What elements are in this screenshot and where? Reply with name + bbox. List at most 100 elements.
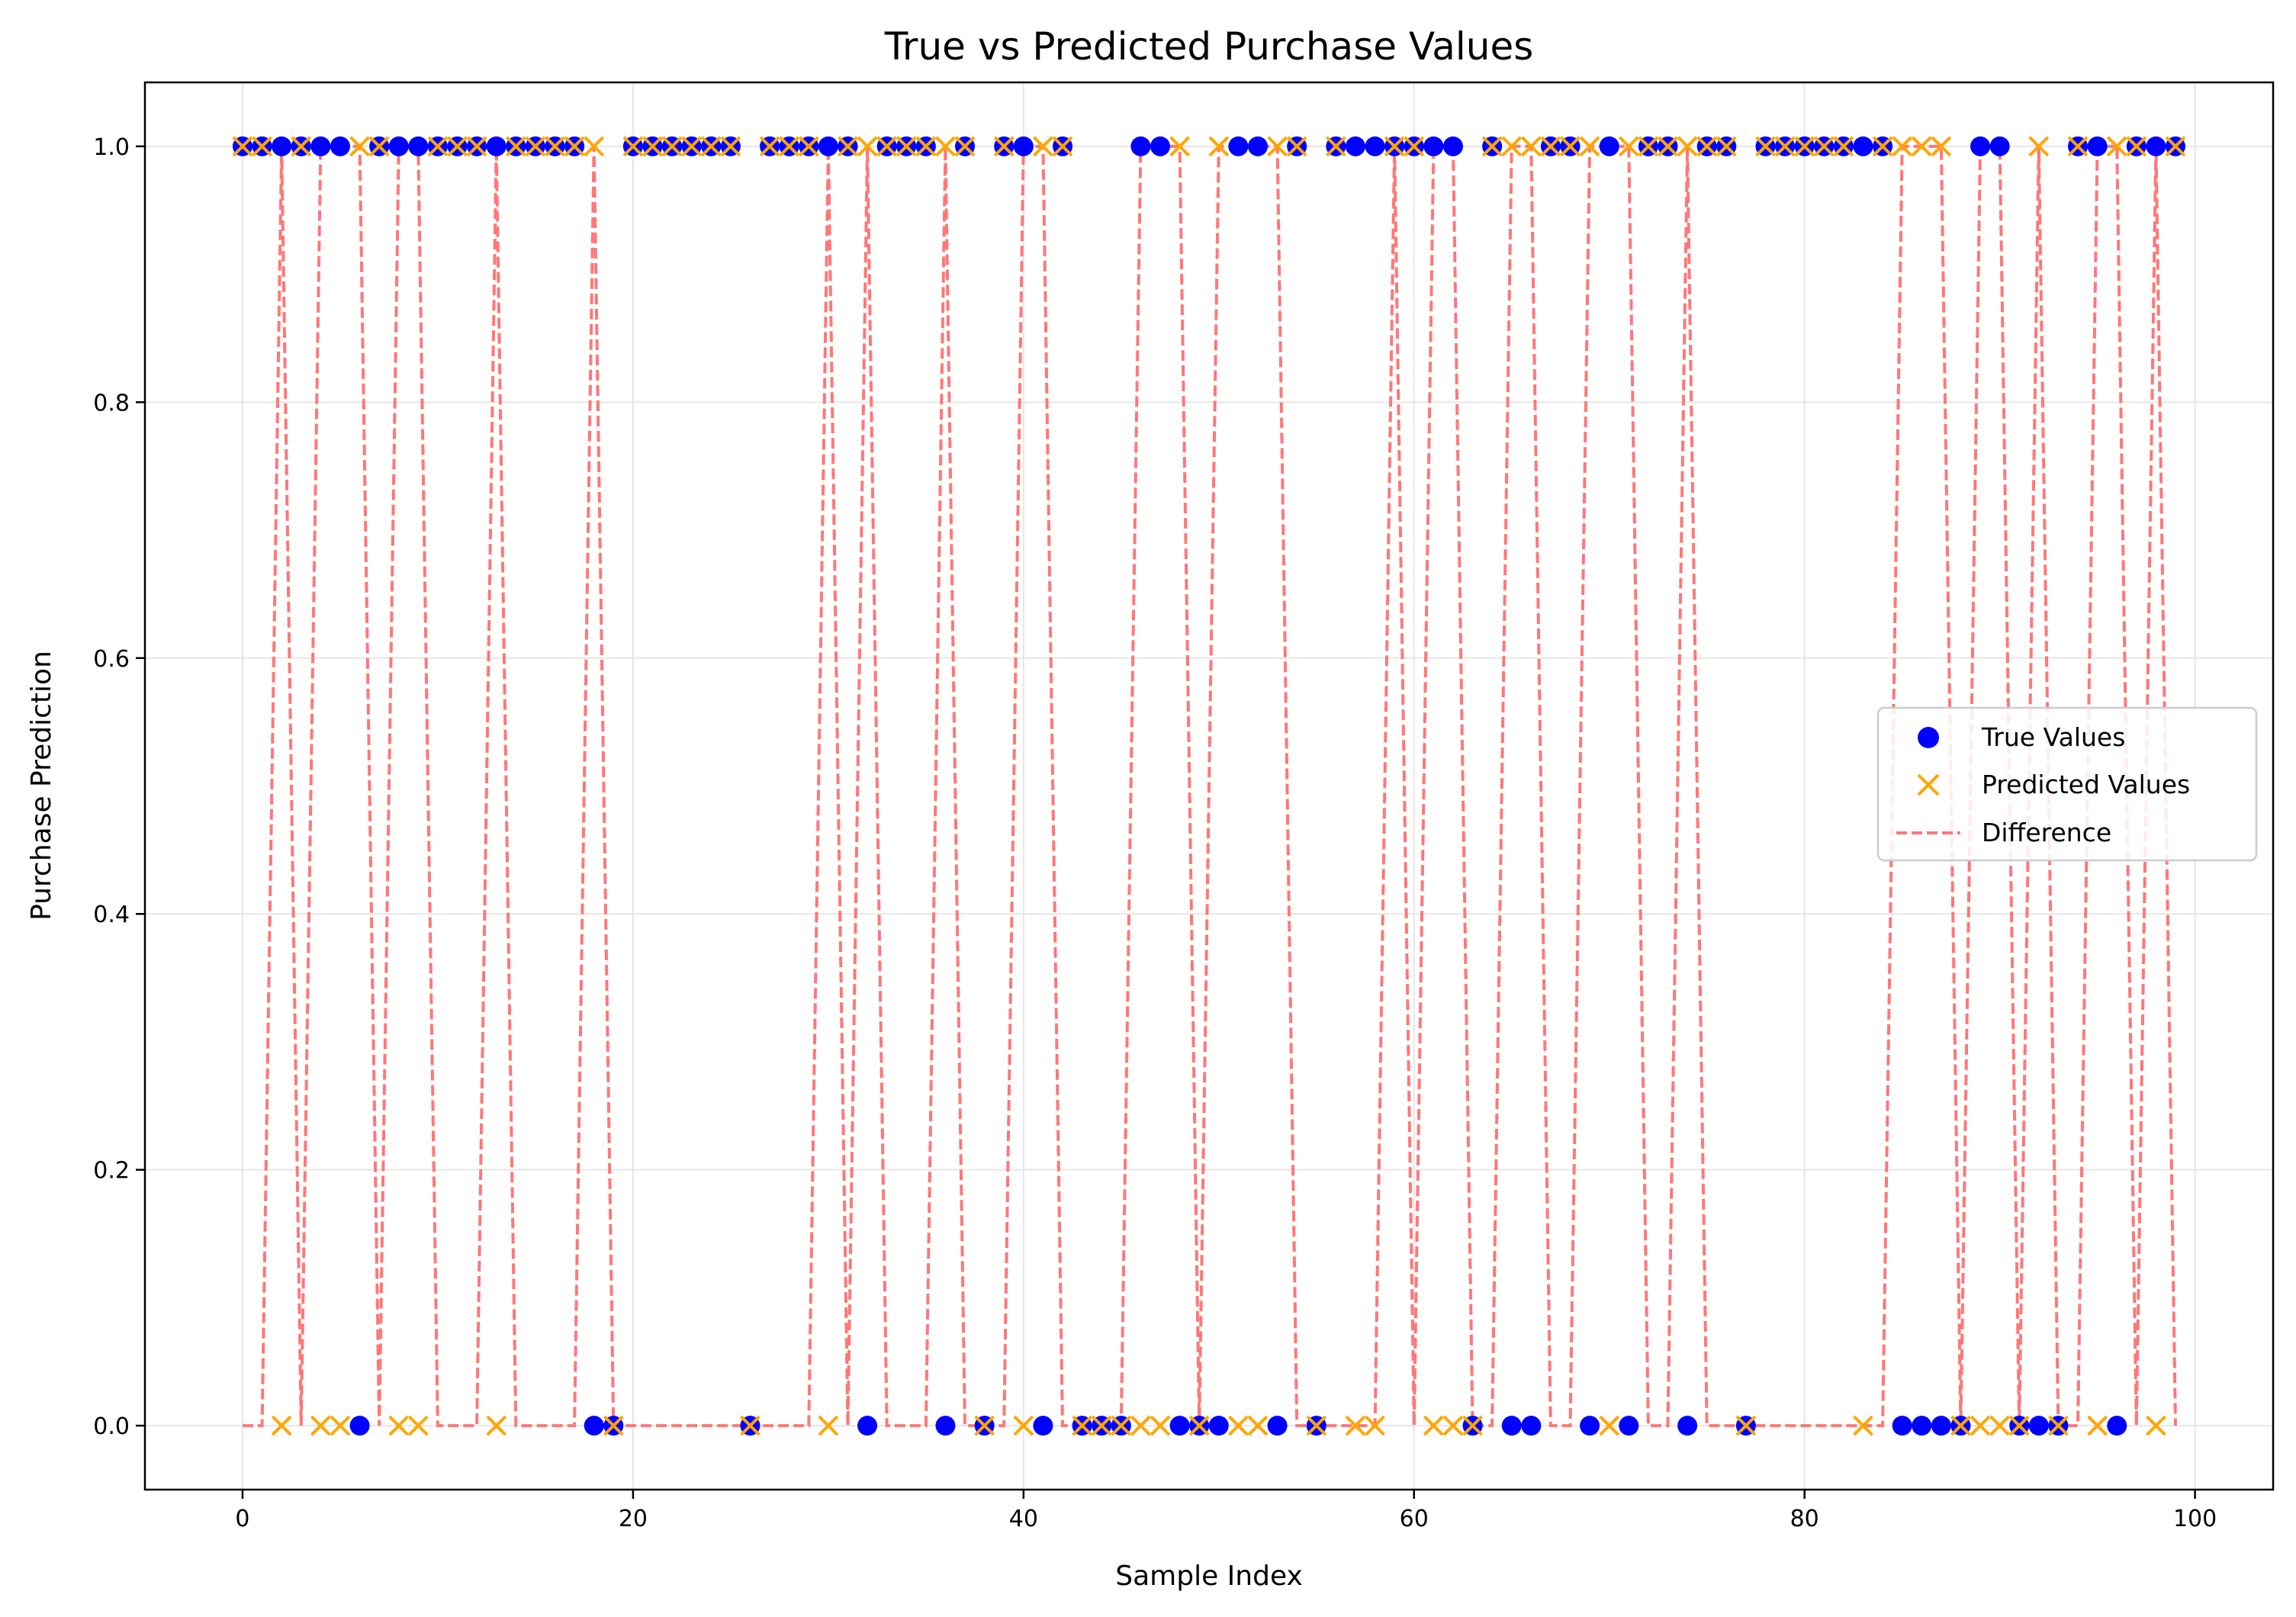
- predicted-value-point: [2028, 136, 2050, 157]
- true-value-point: [486, 136, 506, 156]
- y-tick-label: 1.0: [93, 134, 130, 161]
- predicted-value-point: [1462, 1415, 1483, 1436]
- predicted-value-point: [1481, 136, 1503, 157]
- predicted-value-point: [1716, 136, 1737, 157]
- x-tick-label: 40: [1009, 1506, 1038, 1532]
- true-value-point: [1033, 1416, 1053, 1436]
- predicted-value-point: [896, 136, 917, 157]
- predicted-value-point: [1989, 1415, 2011, 1436]
- predicted-value-point: [1345, 1415, 1366, 1436]
- predicted-value-point: [740, 1415, 761, 1436]
- predicted-value-point: [1052, 136, 1073, 157]
- predicted-value-point: [330, 1415, 351, 1436]
- true-value-point: [1365, 136, 1385, 156]
- predicted-value-point: [1150, 1415, 1171, 1436]
- predicted-value-point: [1540, 136, 1561, 157]
- predicted-value-point: [525, 136, 546, 157]
- true-value-point: [584, 1416, 604, 1436]
- true-value-point: [818, 136, 838, 156]
- predicted-value-point: [1013, 1415, 1034, 1436]
- predicted-value-point: [1306, 1415, 1327, 1436]
- predicted-values-series: [232, 136, 2186, 1436]
- true-value-point: [1521, 1416, 1542, 1436]
- y-tick-label: 0.2: [93, 1158, 130, 1185]
- predicted-value-point: [1872, 136, 1893, 157]
- predicted-value-point: [2165, 136, 2186, 157]
- predicted-value-point: [876, 136, 898, 157]
- predicted-value-point: [1325, 136, 1346, 157]
- predicted-value-point: [2067, 136, 2089, 157]
- predicted-value-point: [252, 136, 272, 157]
- predicted-value-point: [798, 136, 819, 157]
- predicted-value-point: [1423, 1415, 1444, 1436]
- predicted-value-point: [564, 136, 585, 157]
- true-value-point: [1228, 136, 1249, 156]
- predicted-value-point: [1735, 1415, 1757, 1436]
- predicted-value-point: [2106, 136, 2127, 157]
- predicted-value-point: [388, 1415, 410, 1436]
- legend-true-label: True Values: [1981, 722, 2125, 752]
- true-value-point: [1423, 136, 1444, 156]
- true-value-point: [1442, 136, 1463, 156]
- predicted-value-point: [603, 1415, 624, 1436]
- true-value-point: [1989, 136, 2010, 156]
- predicted-value-point: [232, 136, 253, 157]
- predicted-value-point: [1384, 136, 1405, 157]
- predicted-value-point: [407, 1415, 429, 1436]
- true-value-point: [935, 1416, 956, 1436]
- predicted-value-point: [1970, 1415, 1991, 1436]
- true-value-point: [310, 136, 331, 156]
- predicted-value-point: [1579, 136, 1600, 157]
- true-value-point: [1169, 1416, 1190, 1436]
- plot-frame: [143, 81, 2275, 1491]
- chart-title: True vs Predicted Purchase Values: [884, 24, 1534, 69]
- y-axis-label: Purchase Prediction: [26, 651, 57, 921]
- predicted-value-point: [1501, 136, 1523, 157]
- true-value-point: [1130, 136, 1151, 156]
- predicted-value-point: [720, 136, 741, 157]
- predicted-value-point: [271, 1415, 292, 1436]
- legend-difference-label: Difference: [1982, 818, 2111, 847]
- predicted-value-point: [915, 136, 937, 157]
- predicted-value-point: [584, 136, 605, 157]
- predicted-value-point: [1267, 136, 1288, 157]
- legend-box: [1876, 706, 2258, 862]
- predicted-value-point: [1188, 1415, 1210, 1436]
- predicted-value-point: [642, 136, 663, 157]
- predicted-value-point: [1638, 136, 1659, 157]
- true-value-point: [1013, 136, 1034, 156]
- predicted-value-point: [1091, 1415, 1112, 1436]
- predicted-value-point: [661, 136, 683, 157]
- x-axis-label: Sample Index: [1115, 1561, 1303, 1592]
- y-tick-label: 0.8: [93, 390, 130, 416]
- true-value-point: [1267, 1416, 1288, 1436]
- predicted-value-point: [1599, 1415, 1620, 1436]
- predicted-value-point: [1111, 1415, 1132, 1436]
- predicted-value-point: [1130, 1415, 1151, 1436]
- predicted-value-point: [1404, 136, 1425, 157]
- true-value-point: [1619, 1416, 1639, 1436]
- true-value-point: [1580, 1416, 1600, 1436]
- predicted-value-point: [1892, 136, 1913, 157]
- predicted-value-point: [935, 136, 956, 157]
- predicted-value-point: [993, 136, 1015, 157]
- true-value-point: [1208, 1416, 1229, 1436]
- predicted-value-point: [466, 136, 487, 157]
- y-tick-label: 0.4: [93, 902, 130, 928]
- true-value-point: [1853, 136, 1873, 156]
- predicted-value-point: [1658, 136, 1678, 157]
- predicted-value-point: [1033, 136, 1053, 157]
- x-tick-label: 20: [619, 1506, 648, 1532]
- predicted-value-point: [1794, 136, 1815, 157]
- predicted-value-point: [1208, 136, 1230, 157]
- predicted-value-point: [779, 136, 800, 157]
- predicted-value-point: [1950, 1415, 1971, 1436]
- predicted-value-point: [622, 136, 644, 157]
- predicted-value-point: [1365, 1415, 1385, 1436]
- axis-ticks: 0 20 40 60 80 100 0.0 0.2 0.4 0.6 0.8 1.0: [93, 134, 2217, 1532]
- legend: True Values Predicted Values Difference: [1876, 706, 2258, 862]
- predicted-value-point: [486, 1415, 507, 1436]
- true-value-point: [1677, 1416, 1698, 1436]
- predicted-value-point: [1560, 136, 1581, 157]
